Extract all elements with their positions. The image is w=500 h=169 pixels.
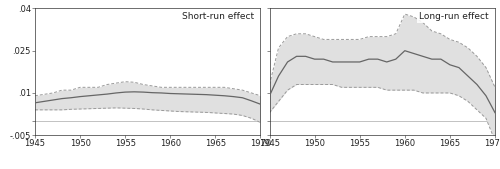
Text: Long-run effect: Long-run effect [418, 12, 488, 21]
Text: Short-run effect: Short-run effect [182, 12, 254, 21]
